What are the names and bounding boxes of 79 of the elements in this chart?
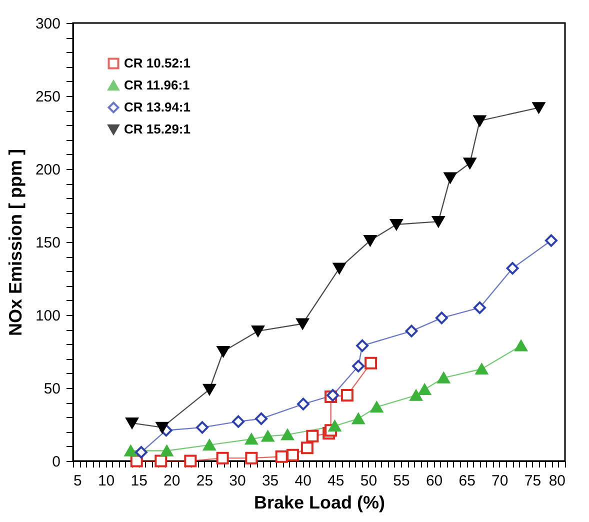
point [216, 452, 229, 464]
point [297, 398, 310, 410]
point [514, 340, 528, 352]
x-tick-label: 65 [458, 472, 476, 490]
point [262, 430, 274, 442]
x-tick-label: 40 [294, 472, 312, 490]
point [437, 372, 450, 384]
point [333, 262, 346, 274]
point [275, 450, 288, 463]
point [126, 418, 138, 429]
point [435, 312, 448, 324]
point [124, 445, 137, 456]
x-tick-label: 70 [492, 472, 508, 490]
point [281, 429, 294, 440]
y-tick-label: 200 [35, 162, 60, 178]
x-tick-label: 50 [360, 472, 378, 490]
x-tick-label: 80 [548, 472, 566, 490]
legend-label: CR 10.52:1 [124, 56, 190, 70]
point [352, 413, 365, 424]
point [390, 218, 403, 230]
legend-label: CR 13.94:1 [124, 100, 190, 114]
x-tick-label: 20 [164, 472, 180, 490]
point [405, 324, 418, 338]
point [255, 412, 268, 425]
point [532, 102, 546, 114]
point [364, 356, 378, 370]
point [232, 415, 245, 428]
point [160, 445, 174, 456]
x-tick-label: 55 [393, 472, 410, 490]
legend-label: CR 11.96:1 [124, 78, 190, 92]
point [300, 442, 314, 454]
point [340, 389, 354, 402]
point [154, 454, 168, 468]
point [432, 216, 445, 228]
y-tick-label: 50 [44, 380, 60, 398]
point [544, 234, 558, 247]
point [203, 439, 216, 450]
point [364, 235, 376, 246]
x-tick-label: 25 [196, 472, 214, 490]
point [464, 158, 476, 169]
point [473, 301, 486, 314]
y-tick-label: 150 [35, 234, 60, 252]
x-tick-label: 60 [426, 472, 443, 490]
x-tick-label: 15 [130, 472, 148, 490]
x-tick-label: 35 [262, 472, 279, 490]
point [473, 115, 486, 126]
y-tick-label: 300 [35, 16, 60, 32]
x-tick-label: 45 [328, 472, 344, 490]
x-axis-title: Brake Load (%) [254, 492, 386, 512]
x-tick-label: 10 [98, 472, 115, 490]
point [418, 384, 431, 395]
point [286, 448, 300, 462]
y-tick-label: 100 [35, 308, 60, 324]
point [156, 422, 168, 433]
point [370, 401, 383, 413]
point [306, 430, 319, 442]
point [356, 339, 369, 352]
point [134, 446, 148, 458]
point [203, 384, 216, 395]
y-tick-label: 0 [52, 454, 60, 470]
point [444, 172, 456, 184]
legend-label: CR 15.29:1 [124, 122, 190, 136]
x-tick-label: 5 [74, 472, 82, 490]
y-axis-title: NOx Emission [ ppm ] [5, 148, 26, 336]
point [184, 454, 197, 468]
point [196, 421, 208, 434]
point [245, 434, 258, 445]
x-tick-label: 30 [229, 472, 246, 490]
point [245, 452, 258, 464]
y-tick-label: 250 [35, 88, 60, 106]
point [328, 420, 341, 432]
x-tick-label: 75 [524, 472, 542, 490]
point [506, 262, 519, 275]
point [216, 346, 230, 358]
point [296, 318, 309, 330]
point [410, 390, 422, 401]
point [252, 326, 264, 337]
point [352, 360, 365, 372]
point [475, 363, 488, 375]
